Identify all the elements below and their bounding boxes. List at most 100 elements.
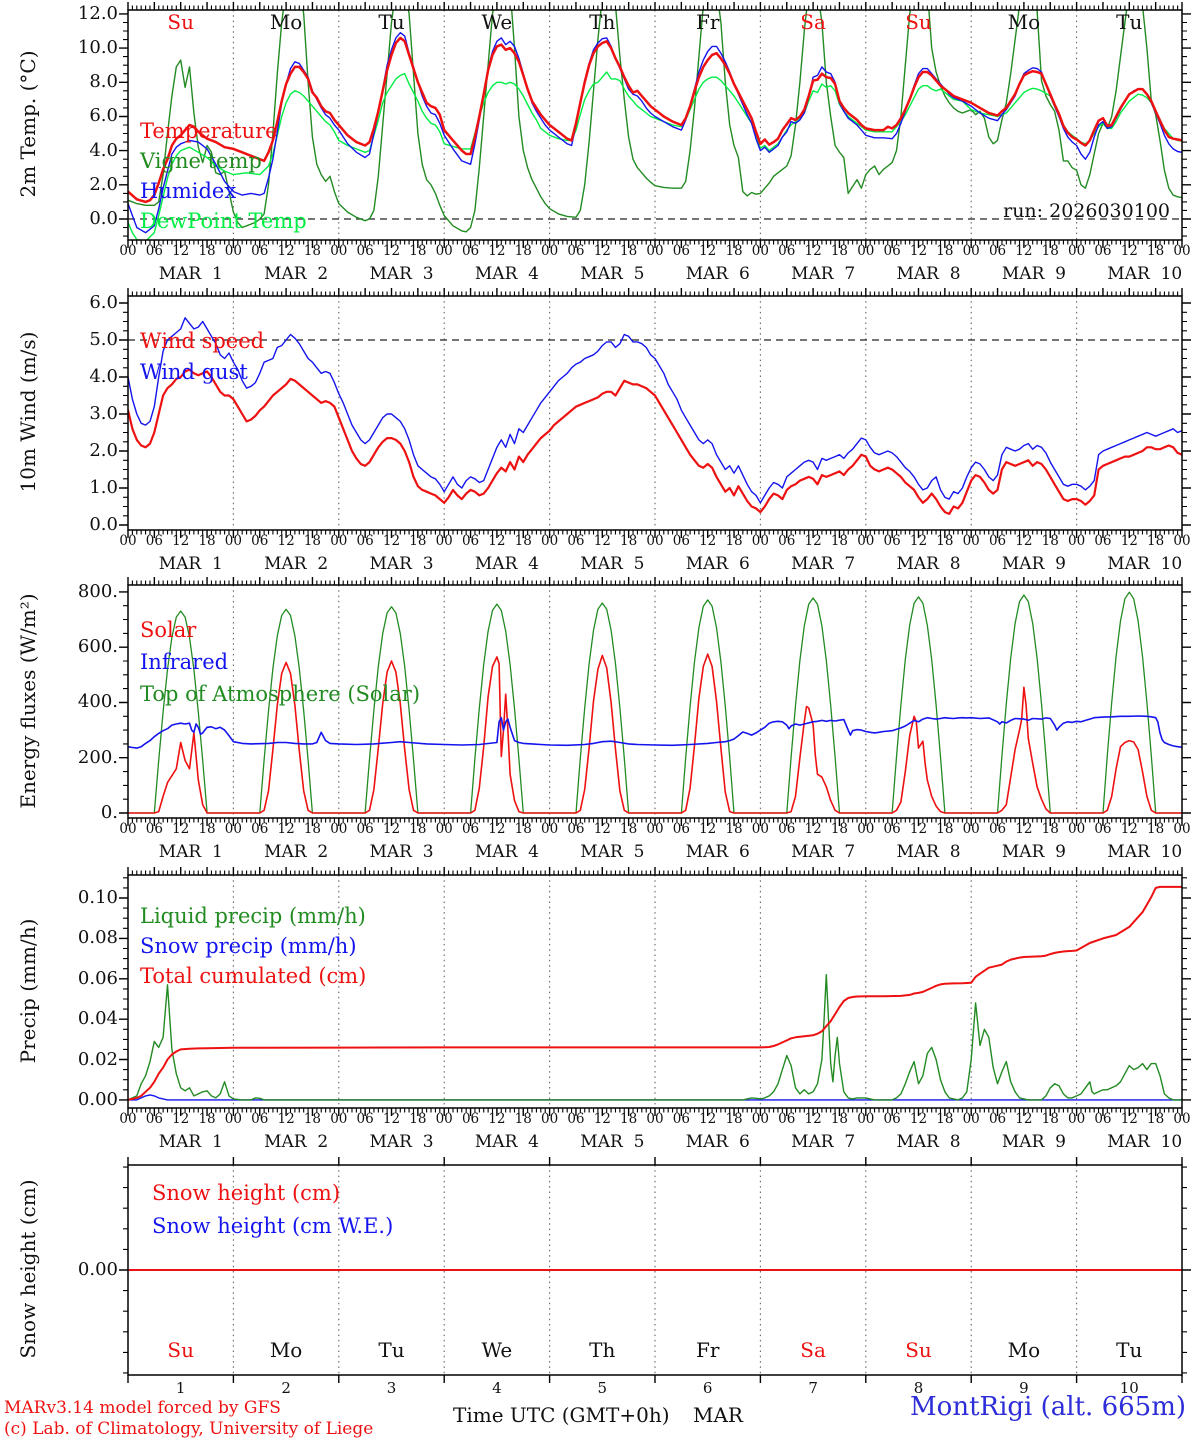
run-label: run: 2026030100 — [1003, 200, 1170, 222]
footer-model-line: MARv3.14 model forced by GFS — [4, 1398, 281, 1418]
xtick-hour: 00 — [857, 821, 875, 837]
xtick-hour: 18 — [936, 1111, 954, 1127]
xtick-hour: 06 — [567, 821, 585, 837]
xtick-hour: 06 — [883, 1111, 901, 1127]
xtick-hour: 12 — [699, 821, 717, 837]
yaxis-title-temperature: 2m Temp. (°C) — [16, 50, 40, 198]
xtick-hour: 00 — [962, 1111, 980, 1127]
xtick-hour: 06 — [251, 533, 269, 549]
xtick-hour: 00 — [751, 821, 769, 837]
day-name-temperature: Tu — [378, 10, 405, 34]
xtick-hour: 06 — [567, 1111, 585, 1127]
xtick-hour: 06 — [145, 533, 163, 549]
xtick-hour: 00 — [1068, 243, 1086, 259]
series-solar — [128, 653, 1182, 814]
xlabel-day-date: MAR 5 — [580, 264, 645, 284]
xtick-hour: 00 — [330, 533, 348, 549]
xtick-hour: 00 — [330, 821, 348, 837]
xlabel-day-date: MAR 9 — [1001, 554, 1066, 574]
xtick-hour: 18 — [1147, 243, 1165, 259]
xlabel-day-date: MAR 7 — [791, 554, 856, 574]
xtick-hour: 12 — [172, 821, 190, 837]
xtick-hour: 00 — [435, 1111, 453, 1127]
xtick-day-number: 10 — [1119, 1379, 1139, 1397]
xlabel-day-date: MAR 4 — [474, 264, 539, 284]
xtick-hour: 00 — [962, 243, 980, 259]
day-name-snow: Mo — [269, 1338, 303, 1362]
xtick-hour: 18 — [936, 243, 954, 259]
xtick-hour: 06 — [145, 243, 163, 259]
day-name-snow: Su — [167, 1338, 194, 1362]
xtick-hour: 12 — [172, 1111, 190, 1127]
legend-precip-snow-precip-mm-h: Snow precip (mm/h) — [140, 934, 357, 958]
xtick-hour: 12 — [1120, 533, 1138, 549]
day-name-temperature: Tu — [1116, 10, 1143, 34]
day-name-snow: Su — [905, 1338, 932, 1362]
xtick-hour: 18 — [303, 533, 322, 549]
xtick-hour: 06 — [883, 821, 901, 837]
xlabel-day-date: MAR 2 — [264, 842, 329, 862]
ytick-energy: 600. — [77, 636, 118, 658]
ytick-energy: 0. — [100, 802, 118, 824]
xlabel-day-date: MAR 10 — [1107, 554, 1183, 574]
xtick-hour: 18 — [725, 821, 743, 837]
xtick-hour: 00 — [435, 243, 453, 259]
xtick-hour: 12 — [804, 243, 822, 259]
ytick-temperature: 6.0 — [89, 105, 118, 127]
ytick-wind: 4.0 — [89, 366, 118, 388]
ytick-wind: 2.0 — [89, 440, 118, 461]
series-infrared — [128, 715, 1182, 749]
xtick-hour: 12 — [593, 243, 611, 259]
day-name-temperature: Sa — [800, 10, 826, 34]
xtick-hour: 06 — [988, 821, 1007, 837]
xtick-hour: 12 — [593, 533, 611, 549]
xtick-hour: 18 — [830, 1111, 849, 1127]
xtick-hour: 18 — [198, 533, 216, 549]
xtick-hour: 06 — [461, 533, 480, 549]
xtick-hour: 06 — [778, 243, 796, 259]
day-name-snow: Th — [589, 1338, 616, 1362]
xlabel-day-date: MAR 8 — [896, 554, 961, 574]
xtick-hour: 06 — [672, 821, 690, 837]
xlabel-day-date: MAR 5 — [580, 554, 645, 574]
xtick-hour: 06 — [1094, 1111, 1112, 1127]
xtick-hour: 12 — [699, 1111, 717, 1127]
footer-copyright-line: (c) Lab. of Climatology, University of L… — [4, 1419, 374, 1439]
xtick-hour: 12 — [909, 1111, 928, 1127]
xlabel-day-date: MAR 10 — [1107, 842, 1183, 862]
legend-temperature-humidex: Humidex — [140, 179, 237, 203]
xlabel-day-date: MAR 2 — [264, 554, 329, 574]
xtick-hour: 18 — [409, 533, 427, 549]
series-snow-precip-mm-h — [128, 1094, 1182, 1101]
xtick-hour: 18 — [1041, 821, 1059, 837]
xtick-hour: 12 — [1015, 243, 1033, 259]
xtick-hour: 12 — [488, 243, 506, 259]
ytick-temperature: 10.0 — [77, 37, 118, 59]
xtick-hour: 06 — [461, 1111, 480, 1127]
xtick-hour: 12 — [804, 821, 822, 837]
day-name-snow: Fr — [695, 1338, 720, 1362]
xtick-hour: 06 — [145, 821, 163, 837]
xtick-hour: 18 — [1147, 1111, 1165, 1127]
xtick-hour: 06 — [567, 243, 585, 259]
ytick-wind: 6.0 — [89, 292, 118, 314]
ytick-temperature: 8.0 — [89, 71, 118, 93]
xtick-hour: 12 — [699, 243, 717, 259]
legend-temperature-dewpoint-temp: DewPoint Temp — [140, 209, 307, 233]
xtick-hour: 12 — [277, 821, 295, 837]
xtick-hour: 00 — [330, 1111, 348, 1127]
xtick-hour: 18 — [620, 821, 638, 837]
xtick-hour: 18 — [620, 533, 638, 549]
xlabel-day-date: MAR 1 — [158, 842, 223, 862]
xlabel-day-date: MAR 8 — [896, 1132, 961, 1152]
xlabel-day-date: MAR 4 — [474, 554, 539, 574]
legend-energy-solar: Solar — [140, 618, 197, 642]
xlabel-day-date: MAR 6 — [685, 1132, 750, 1152]
xlabel-day-date: MAR 5 — [580, 1132, 645, 1152]
day-name-temperature: Th — [589, 10, 616, 34]
xtick-hour: 06 — [461, 243, 480, 259]
xtick-hour: 00 — [962, 533, 980, 549]
xlabel-day-date: MAR 8 — [896, 264, 961, 284]
